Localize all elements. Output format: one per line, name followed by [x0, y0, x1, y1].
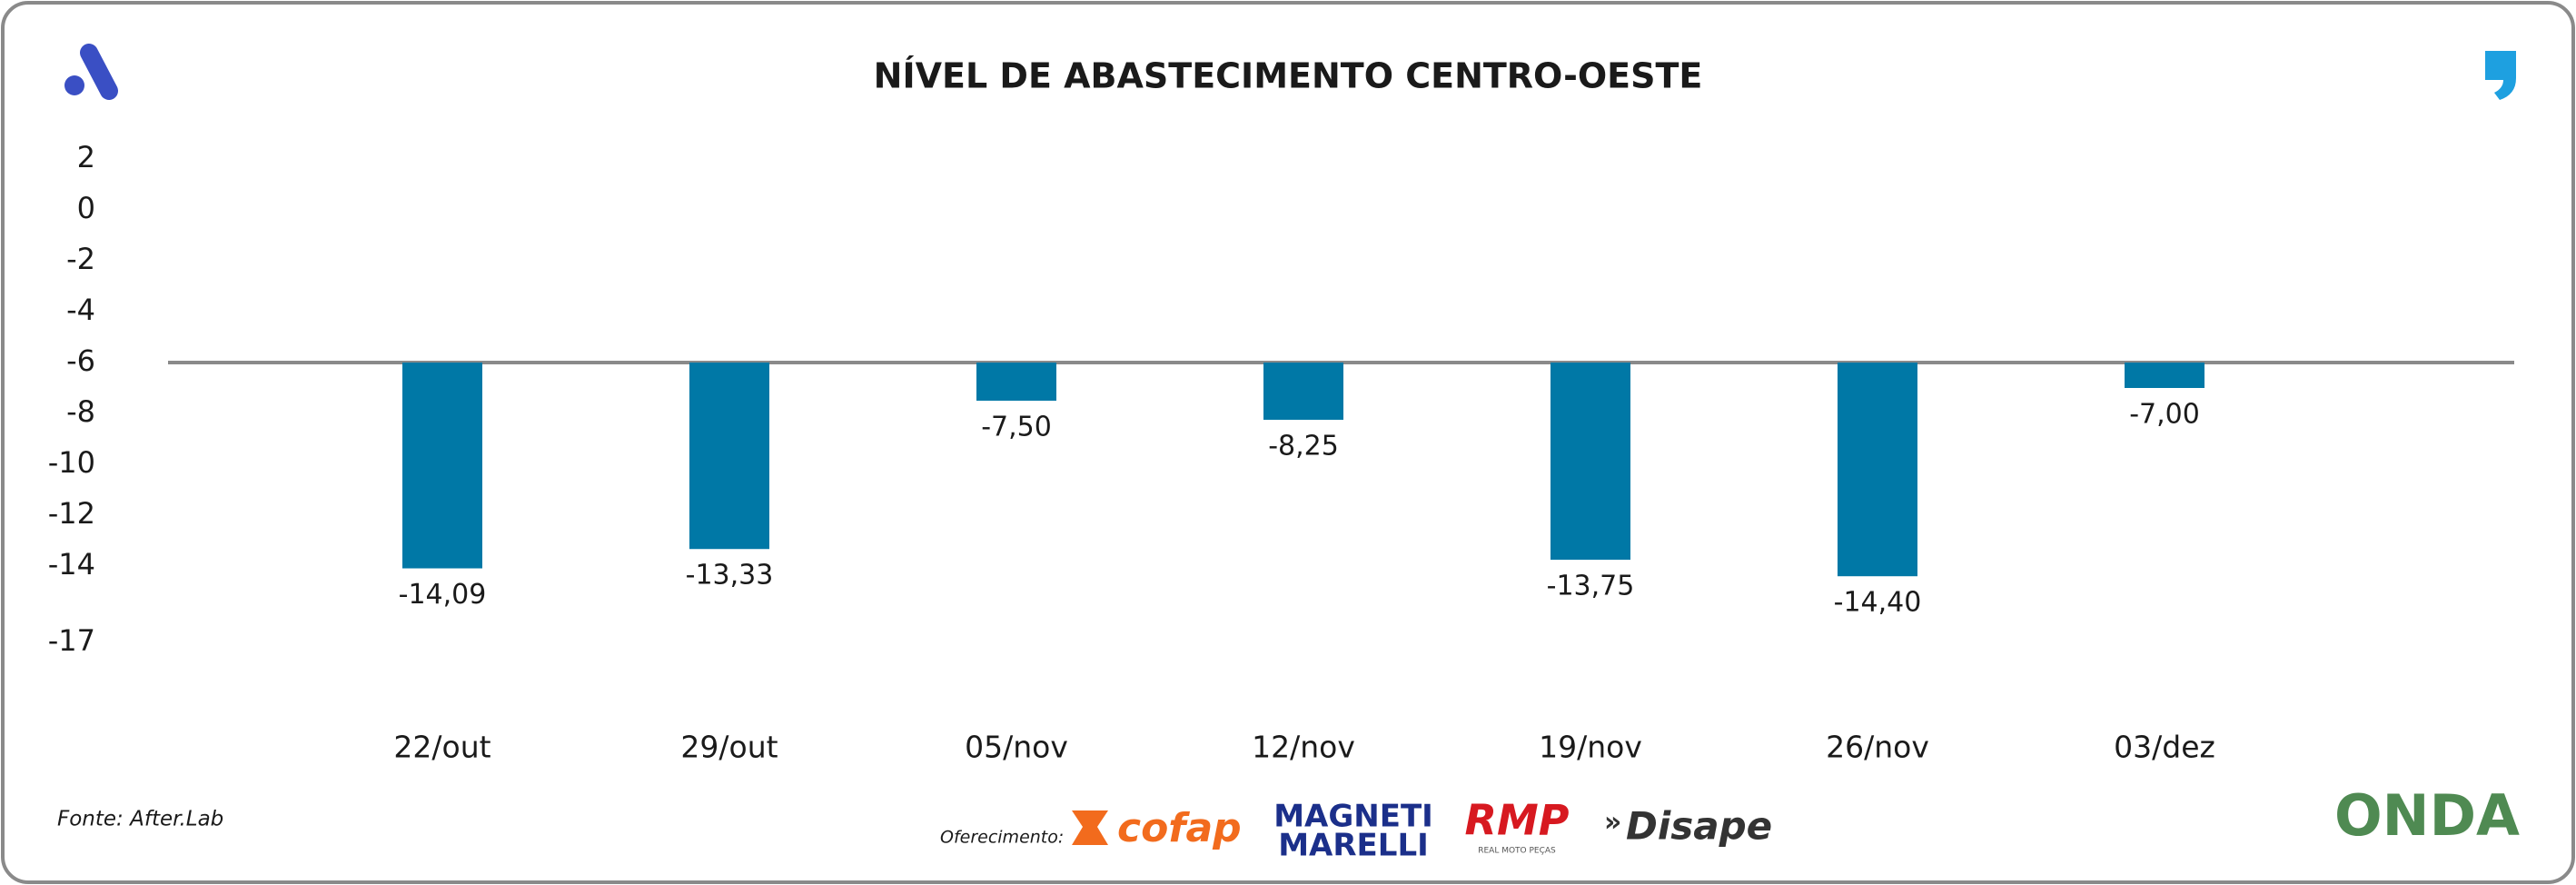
y-tick-label: -14	[48, 547, 95, 582]
source: Fonte: After.Lab	[57, 808, 223, 831]
y-tick-label: -4	[66, 293, 95, 327]
data-label: -14,40	[1834, 587, 1922, 619]
sponsor-mark: »	[1604, 807, 1621, 839]
sponsor-label: Oferecimento:	[940, 828, 1064, 848]
bar	[402, 363, 482, 569]
data-label: -13,33	[686, 560, 774, 592]
x-tick-label: 03/dez	[2114, 730, 2215, 765]
chart-title: NÍVEL DE ABASTECIMENTO CENTRO-OESTE	[874, 56, 1703, 96]
y-tick-label: -17	[48, 623, 95, 658]
x-tick-label: 19/nov	[1539, 730, 1642, 765]
y-tick-label: -6	[66, 343, 95, 378]
x-tick-label: 29/out	[680, 730, 778, 765]
y-tick-label: -2	[66, 242, 95, 276]
y-tick-label: -10	[48, 445, 95, 480]
cofap-icon	[1072, 810, 1108, 845]
sponsor: Disape	[1626, 804, 1772, 849]
bar	[1838, 363, 1917, 577]
logo-a	[64, 44, 118, 100]
data-label: -7,00	[2129, 399, 2200, 431]
x-tick-label: 26/nov	[1826, 730, 1929, 765]
sponsor: MARELLI	[1278, 828, 1429, 864]
sponsor: REAL MOTO PEÇAS	[1478, 847, 1556, 856]
x-tick-label: 05/nov	[965, 730, 1068, 765]
x-tick-label: 22/out	[393, 730, 490, 765]
x-tick-label: 12/nov	[1252, 730, 1355, 765]
data-label: -8,25	[1268, 431, 1339, 462]
sponsor: RMP	[1465, 796, 1570, 845]
bar	[1263, 363, 1343, 420]
data-label: -13,75	[1547, 571, 1635, 602]
bar	[1551, 363, 1630, 560]
bar	[2125, 363, 2204, 388]
data-label: -14,09	[399, 579, 487, 611]
sponsor: MAGNETI	[1273, 799, 1433, 835]
logo-quote	[2485, 51, 2516, 100]
y-tick-label: 0	[77, 191, 95, 225]
brand: ONDA	[2334, 782, 2520, 849]
bar	[689, 363, 769, 550]
y-tick-label: 2	[77, 140, 95, 174]
bar	[976, 363, 1056, 401]
data-label: -7,50	[981, 412, 1052, 443]
y-tick-label: -12	[48, 496, 95, 531]
sponsor: cofap	[1117, 805, 1242, 851]
y-tick-label: -8	[66, 394, 95, 429]
